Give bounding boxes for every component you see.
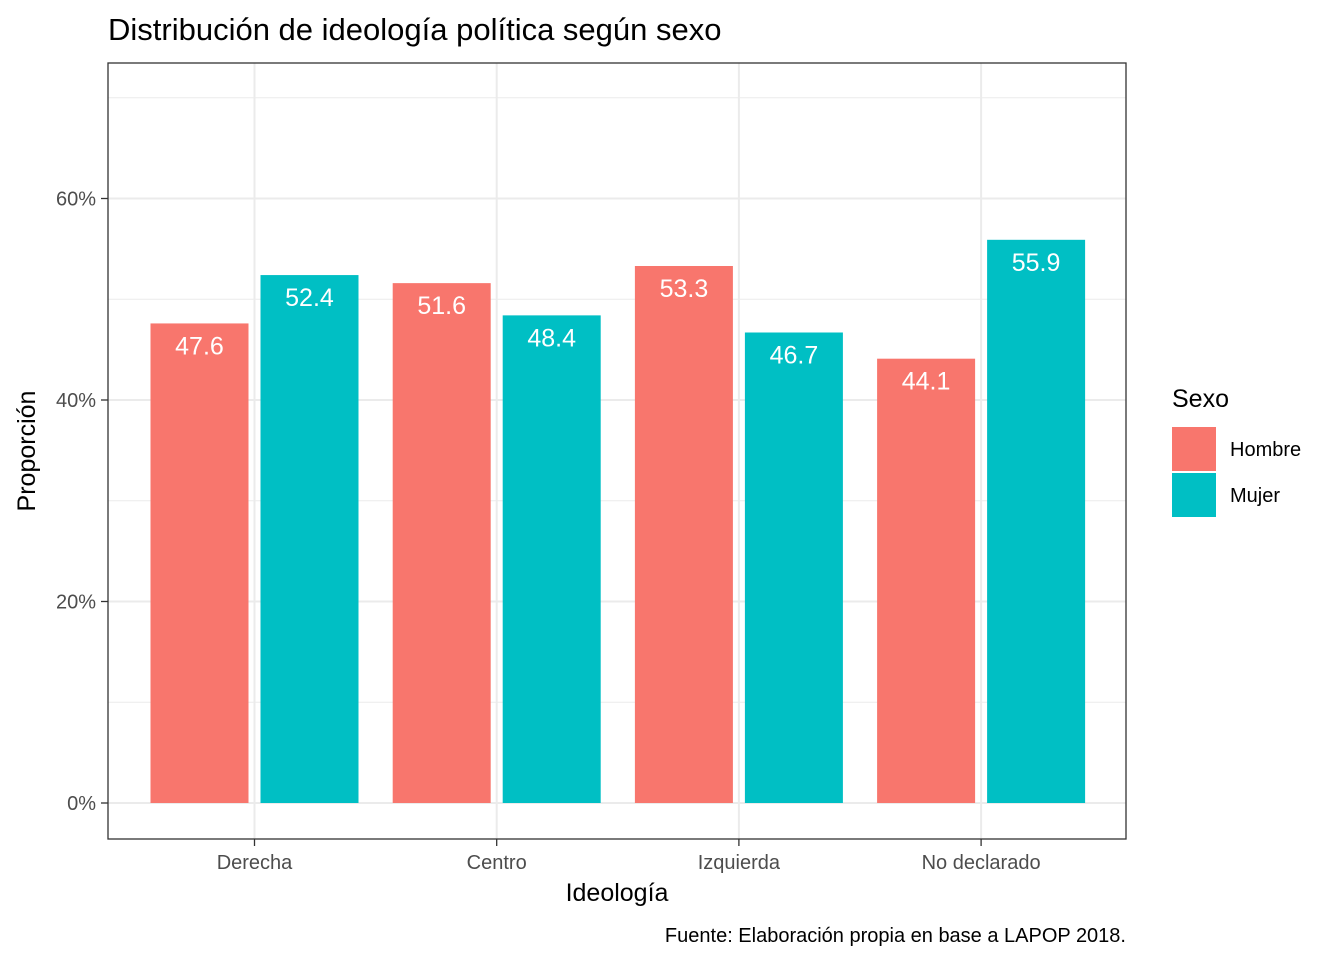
data-label-mujer-3: 55.9 — [1012, 249, 1061, 277]
data-label-mujer-2: 46.7 — [770, 341, 819, 369]
data-label-mujer-0: 52.4 — [285, 284, 334, 312]
data-label-hombre-0: 47.6 — [175, 332, 224, 360]
x-axis-title: Ideología — [566, 879, 669, 907]
bar-mujer-3 — [987, 239, 1086, 803]
data-label-mujer-1: 48.4 — [527, 324, 576, 352]
x-tick-label: Centro — [467, 852, 527, 874]
data-label-hombre-1: 51.6 — [417, 292, 466, 320]
y-axis: 0% 20% 40% 60% — [56, 189, 108, 815]
x-axis: Derecha Centro Izquierda No declarado — [217, 839, 1041, 874]
legend-swatch-mujer — [1172, 473, 1216, 517]
y-tick-label: 60% — [56, 189, 96, 211]
y-tick-label: 40% — [56, 390, 96, 412]
legend-label-hombre: Hombre — [1230, 439, 1301, 461]
x-tick-label: No declarado — [922, 852, 1041, 874]
legend-label-mujer: Mujer — [1230, 485, 1280, 507]
bar-labels: 47.6 51.6 53.3 44.1 52.4 48.4 46.7 55.9 — [175, 249, 1060, 396]
data-label-hombre-2: 53.3 — [660, 275, 709, 303]
bar-hombre-1 — [392, 283, 491, 803]
data-label-hombre-3: 44.1 — [902, 368, 951, 396]
y-tick-label: 20% — [56, 592, 96, 614]
legend-swatch-hombre — [1172, 427, 1216, 471]
bars — [150, 239, 1086, 803]
x-tick-label: Izquierda — [698, 852, 781, 874]
y-axis-title: Proporción — [13, 391, 41, 512]
chart-title: Distribución de ideología política según… — [108, 12, 722, 47]
legend-title: Sexo — [1172, 385, 1229, 413]
x-tick-label: Derecha — [217, 852, 293, 874]
bar-hombre-3 — [877, 358, 976, 803]
bar-mujer-0 — [260, 275, 359, 803]
bar-mujer-2 — [744, 332, 843, 803]
caption: Fuente: Elaboración propia en base a LAP… — [665, 925, 1126, 947]
bar-mujer-1 — [502, 315, 601, 803]
plot-border — [107, 62, 1127, 840]
y-tick-label: 0% — [67, 793, 96, 815]
bar-hombre-2 — [634, 266, 733, 803]
bar-hombre-0 — [150, 323, 249, 803]
legend: Sexo Hombre Mujer — [1172, 385, 1301, 517]
